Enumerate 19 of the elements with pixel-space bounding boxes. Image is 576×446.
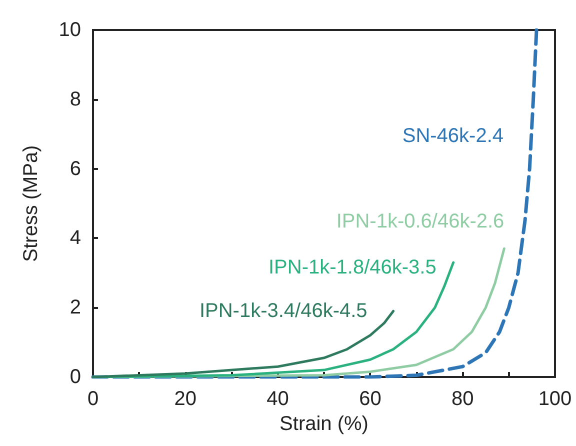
line-series <box>91 28 538 379</box>
y-axis-title: Stress (MPa) <box>20 145 42 262</box>
y-tick-label: 2 <box>70 296 81 319</box>
series-label: IPN-1k-1.8/46k-3.5 <box>268 256 436 278</box>
y-tick-label: 4 <box>70 227 81 250</box>
series-label: IPN-1k-3.4/46k-4.5 <box>199 300 368 322</box>
y-tick-label: 0 <box>70 366 81 388</box>
x-tick-label: 60 <box>359 388 382 410</box>
x-axis-title: Strain (%) <box>280 412 368 435</box>
y-tick-label: 8 <box>70 88 81 110</box>
x-tick-label: 40 <box>266 388 289 410</box>
series-label: IPN-1k-0.6/46k-2.6 <box>336 210 504 233</box>
y-tick-label: 6 <box>70 158 81 180</box>
x-tick-label: 0 <box>87 388 99 410</box>
x-tick-label: 20 <box>174 388 197 410</box>
x-tick-label: 100 <box>538 388 572 410</box>
x-tick-label: 80 <box>451 388 474 410</box>
y-tick-label: 10 <box>58 19 81 41</box>
series-label: SN-46k-2.4 <box>402 125 504 147</box>
